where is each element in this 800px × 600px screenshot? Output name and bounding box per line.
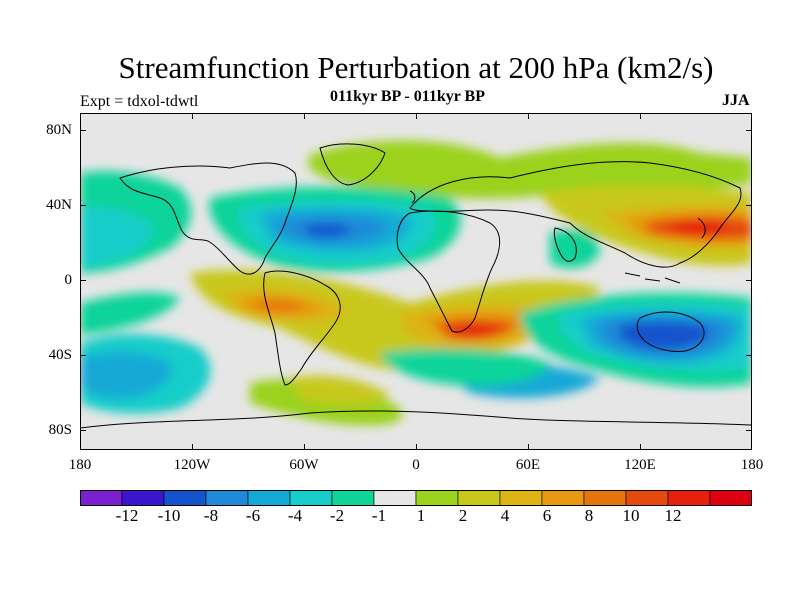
coastline-indonesia <box>624 272 681 284</box>
field-neg-australia-core <box>620 321 710 349</box>
colorbar-swatch <box>80 490 123 506</box>
colorbar-swatch <box>457 490 501 506</box>
experiment-label: Expt = tdxol-tdwtl <box>80 93 199 110</box>
lat-tick-40s: 40S <box>48 347 72 363</box>
colorbar-swatch <box>667 490 711 506</box>
colorbar-swatch <box>247 490 291 506</box>
coastline-india <box>553 227 577 262</box>
streamfunction-map <box>80 113 752 450</box>
coastline-africa <box>396 210 501 333</box>
field-neg-southern-ocean-indian <box>380 348 550 387</box>
colorbar-label: -1 <box>371 506 387 525</box>
coastline-eurasia <box>409 161 742 268</box>
coastline-japan <box>697 217 706 239</box>
colorbar-swatch <box>289 490 333 506</box>
field-neg-south-pacific-west <box>80 292 180 335</box>
colorbar-swatch <box>583 490 627 506</box>
colorbar <box>80 490 752 506</box>
field-pos-north-arctic <box>308 140 752 199</box>
coastline-uk <box>409 190 416 204</box>
colorbar-swatch <box>541 490 585 506</box>
colorbar-label: -4 <box>287 506 303 525</box>
colorbar-swatch <box>499 490 543 506</box>
lat-tick-40n: 40N <box>46 197 72 213</box>
colorbar-label: -6 <box>245 506 261 525</box>
field-pos-south-africa-core <box>452 324 498 338</box>
lon-tick-0: 0 <box>412 457 420 473</box>
colorbar-swatch <box>709 490 752 506</box>
coastline-greenland <box>319 143 386 186</box>
field-pos-nw-pacific-core <box>670 220 728 236</box>
field-pos-south-atlantic <box>290 375 390 405</box>
coastline-australia <box>636 311 705 352</box>
colorbar-label: 6 <box>542 506 552 525</box>
lon-tick-60e: 60E <box>515 457 541 473</box>
lon-tick-180w: 180 <box>68 457 92 473</box>
season-label: JJA <box>722 92 750 109</box>
colorbar-label: -2 <box>329 506 345 525</box>
colorbar-swatch <box>625 490 669 506</box>
colorbar-label: -12 <box>115 506 139 525</box>
colorbar-swatch <box>415 490 459 506</box>
colorbar-label: -10 <box>157 506 181 525</box>
colorbar-label: 4 <box>500 506 510 525</box>
colorbar-label: -8 <box>203 506 219 525</box>
field-neg-north-atlantic-core <box>305 223 352 238</box>
field-neg-south-pacific-mid <box>80 351 171 399</box>
field-neg-ne-pacific <box>80 206 155 268</box>
colorbar-swatch <box>121 490 165 506</box>
lat-tick-80s: 80S <box>48 422 72 438</box>
colorbar-label: 1 <box>416 506 426 525</box>
coastline-north-america <box>119 162 297 275</box>
colorbar-swatch <box>373 490 417 506</box>
plot-subtitle: 011kyr BP - 011kyr BP <box>330 88 485 105</box>
lon-tick-60w: 60W <box>289 457 319 473</box>
lon-tick-120e: 120E <box>624 457 656 473</box>
colorbar-label: 2 <box>458 506 468 525</box>
plot-title: Streamfunction Perturbation at 200 hPa (… <box>118 50 714 85</box>
colorbar-swatch <box>331 490 375 506</box>
colorbar-label: 8 <box>584 506 594 525</box>
field-neg-tropical-indian <box>550 229 600 269</box>
lon-tick-120w: 120W <box>173 457 211 473</box>
lon-tick-180e: 180 <box>740 457 764 473</box>
lat-tick-0: 0 <box>64 272 73 288</box>
coastline-south-america <box>263 270 341 386</box>
map-tick-marks <box>80 113 752 450</box>
lat-tick-80n: 80N <box>46 122 72 138</box>
colorbar-label: 12 <box>664 506 682 525</box>
colorbar-swatch <box>205 490 249 506</box>
coastline-antarctica <box>80 410 752 429</box>
colorbar-swatch <box>163 490 207 506</box>
colorbar-label: 10 <box>622 506 640 525</box>
